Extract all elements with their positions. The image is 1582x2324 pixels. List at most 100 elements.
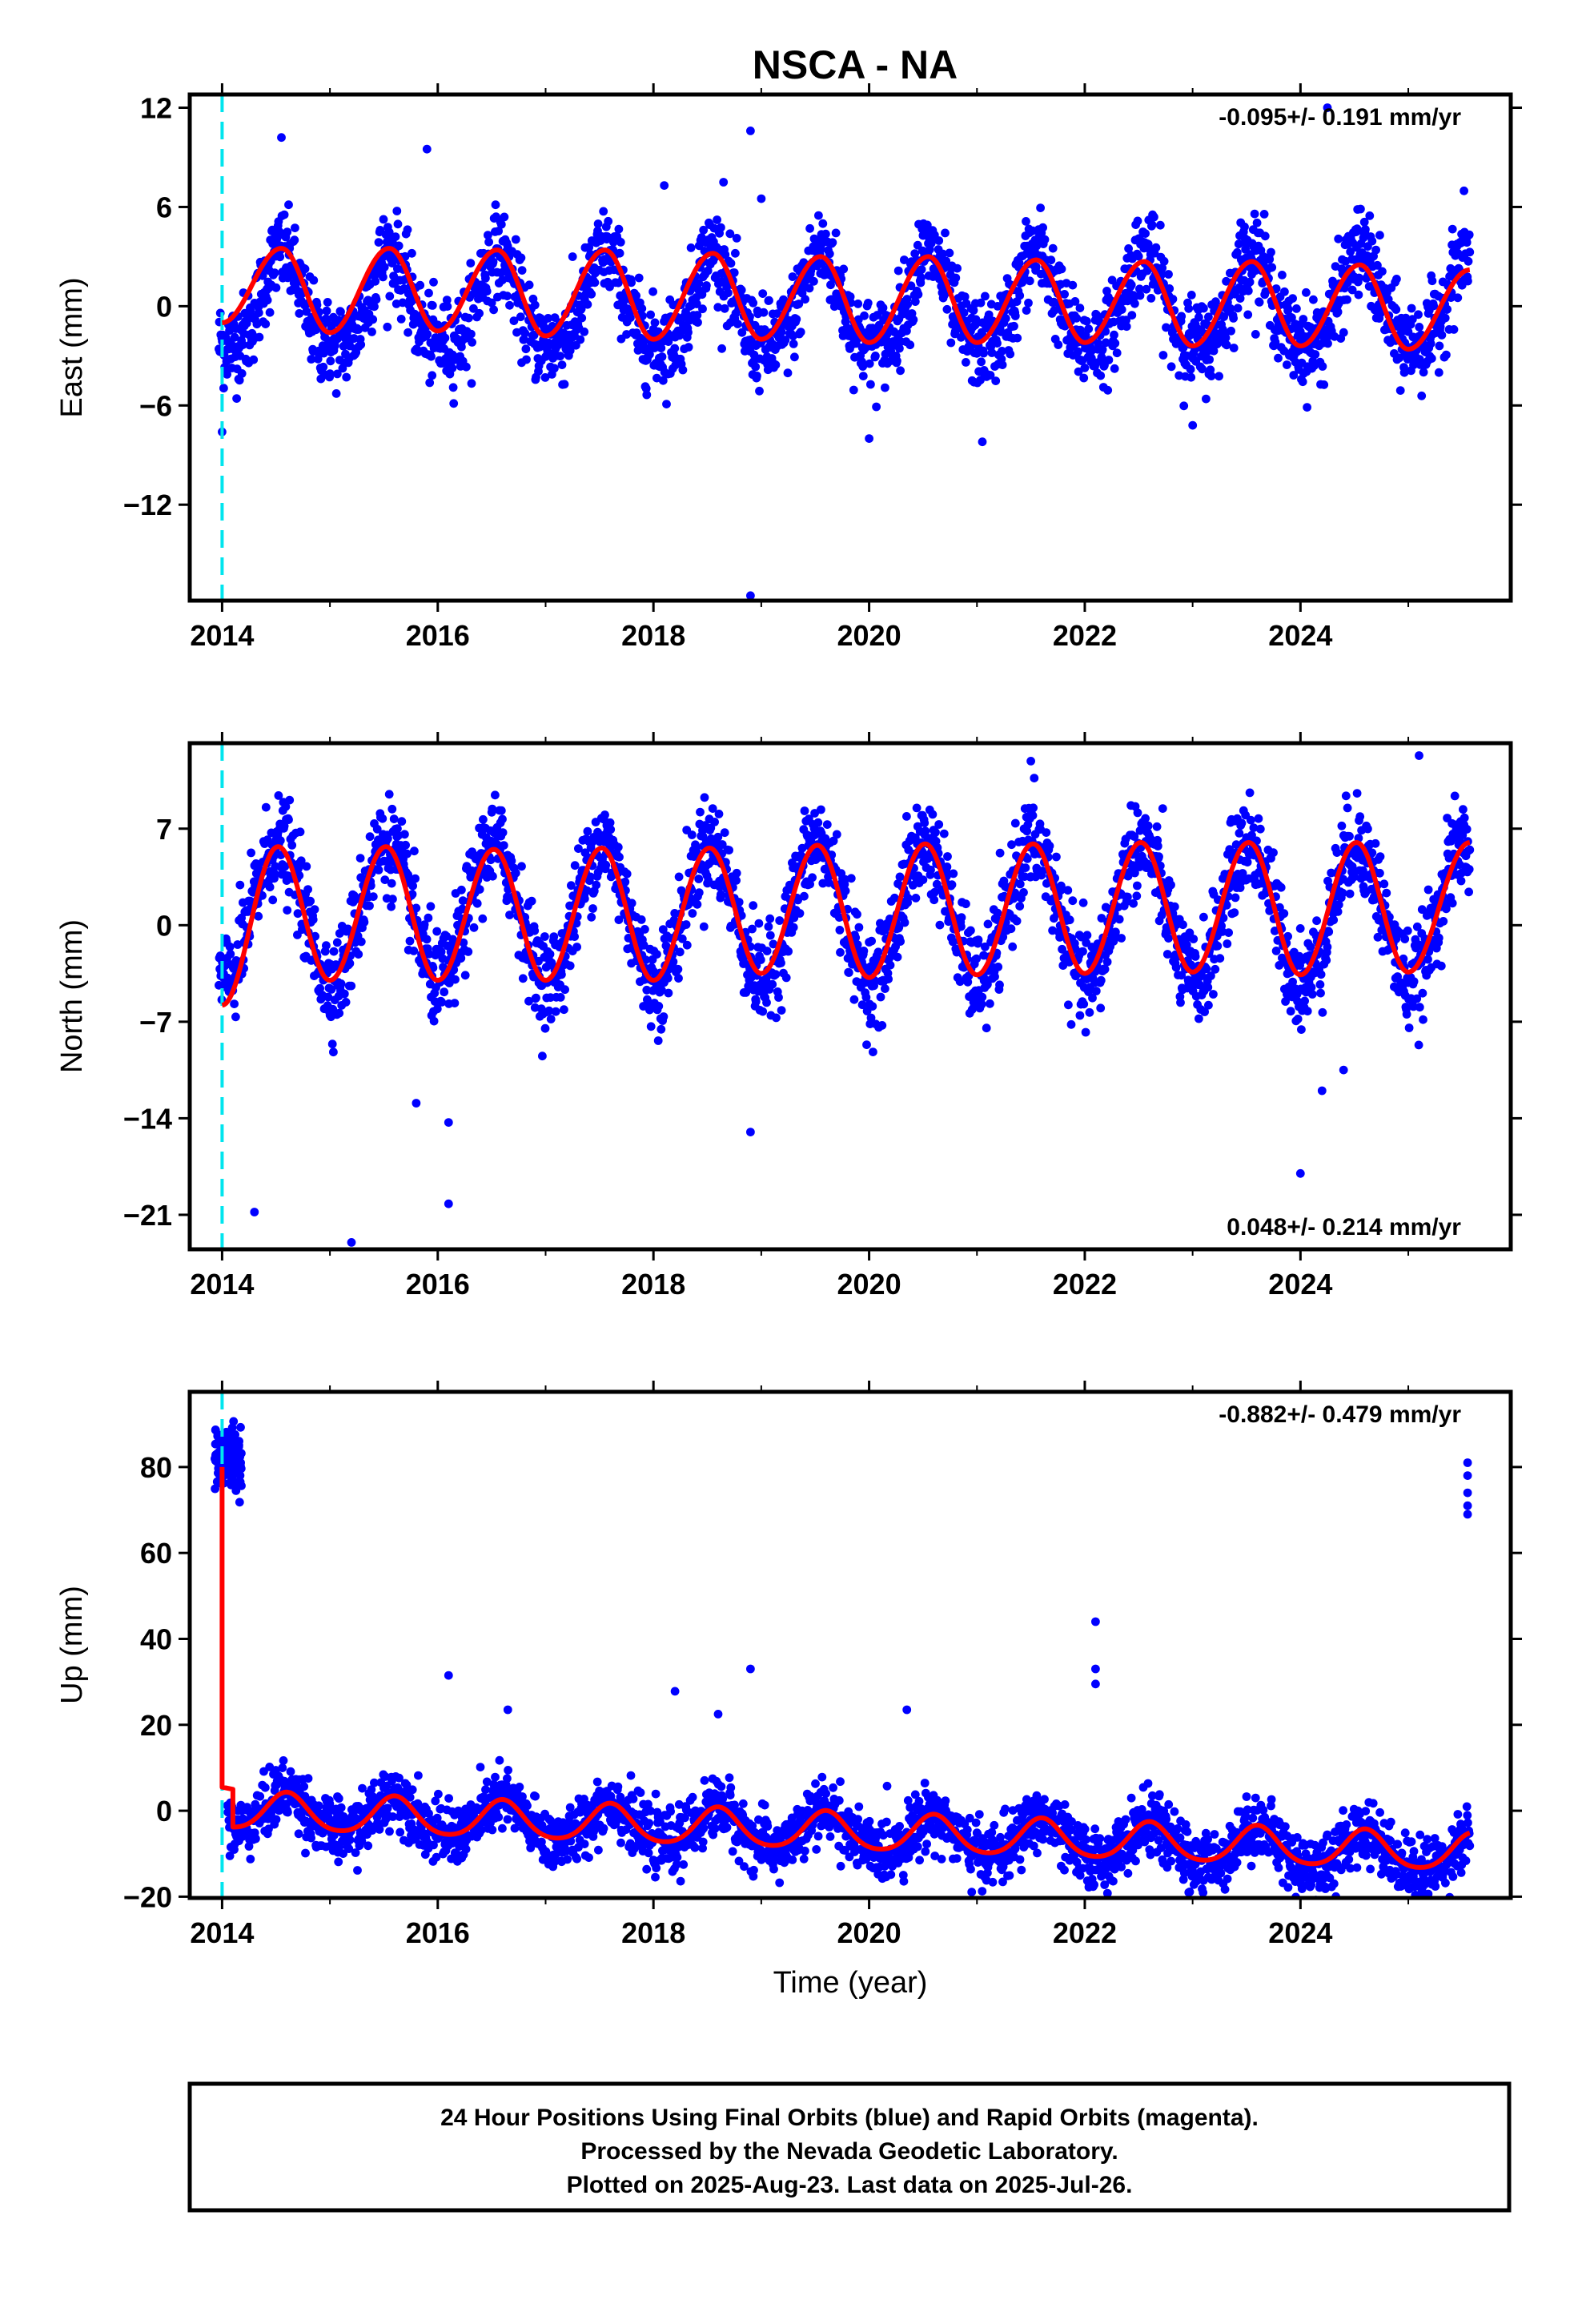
data-point xyxy=(1088,993,1097,1003)
data-point xyxy=(606,825,616,834)
data-point xyxy=(303,885,312,894)
data-point xyxy=(265,308,275,317)
data-point xyxy=(788,272,797,281)
data-point xyxy=(1302,287,1311,297)
data-point xyxy=(998,360,1007,369)
data-point xyxy=(1141,229,1150,238)
data-point xyxy=(517,862,526,871)
data-point xyxy=(831,228,841,238)
data-point xyxy=(1066,1019,1076,1029)
data-point xyxy=(1240,222,1249,231)
data-point xyxy=(1199,912,1208,922)
data-point xyxy=(385,292,395,301)
data-point xyxy=(694,279,704,287)
data-point xyxy=(693,311,702,320)
data-point xyxy=(615,852,624,862)
data-point xyxy=(459,938,468,947)
data-point xyxy=(986,999,994,1008)
data-point xyxy=(235,880,245,890)
data-point xyxy=(409,947,419,955)
data-point xyxy=(1303,403,1311,412)
data-point xyxy=(762,947,772,955)
data-point xyxy=(849,385,858,395)
data-point xyxy=(411,874,420,883)
data-point xyxy=(1211,297,1220,307)
data-point xyxy=(741,988,751,997)
data-point xyxy=(926,865,935,875)
data-point xyxy=(1096,371,1106,380)
data-point xyxy=(341,998,351,1007)
data-point xyxy=(748,924,757,934)
data-point xyxy=(1080,364,1090,372)
data-point xyxy=(448,364,457,373)
data-point xyxy=(1231,893,1240,903)
data-point xyxy=(1204,312,1213,322)
data-point xyxy=(518,974,528,983)
outlier-point xyxy=(1188,420,1198,430)
data-point xyxy=(717,840,727,849)
data-point xyxy=(658,376,668,385)
data-point xyxy=(498,828,508,837)
data-point xyxy=(1001,314,1010,323)
data-point xyxy=(720,828,729,838)
data-point xyxy=(674,974,683,983)
data-point xyxy=(604,216,613,226)
data-point xyxy=(693,899,702,909)
data-point xyxy=(987,348,997,357)
data-point xyxy=(1126,280,1136,290)
data-point xyxy=(1158,351,1168,360)
data-point xyxy=(478,914,488,923)
data-point xyxy=(836,947,845,957)
data-point xyxy=(577,313,587,323)
data-point xyxy=(226,949,235,959)
data-point xyxy=(1150,212,1158,222)
x-tick-label: 2014 xyxy=(190,619,254,652)
data-point xyxy=(1094,339,1103,348)
data-point xyxy=(753,372,761,380)
data-point xyxy=(1013,333,1022,343)
data-point xyxy=(1164,270,1173,279)
data-point xyxy=(1074,347,1082,356)
data-point xyxy=(1347,285,1357,295)
data-point xyxy=(370,302,379,312)
data-point xyxy=(984,310,994,320)
data-point xyxy=(551,1007,560,1016)
data-point xyxy=(1252,218,1262,227)
data-point xyxy=(1274,353,1283,363)
data-point xyxy=(1186,291,1196,300)
data-point xyxy=(972,319,981,328)
data-point xyxy=(1307,990,1317,999)
data-point xyxy=(466,259,476,267)
data-point xyxy=(1195,312,1203,322)
data-point xyxy=(1038,866,1047,875)
data-point xyxy=(1435,341,1444,351)
data-point xyxy=(520,328,530,338)
data-point xyxy=(1279,909,1289,919)
data-point xyxy=(327,985,336,994)
data-point xyxy=(223,370,231,379)
data-point xyxy=(1323,339,1332,348)
data-point xyxy=(560,985,569,995)
data-point xyxy=(893,952,902,962)
data-point xyxy=(923,854,933,863)
data-point xyxy=(825,249,834,259)
data-point xyxy=(387,902,396,911)
data-point xyxy=(1229,314,1238,323)
data-point xyxy=(1365,211,1375,220)
data-point xyxy=(613,842,623,852)
data-point xyxy=(1075,304,1085,312)
data-point xyxy=(962,358,970,367)
data-point xyxy=(1276,883,1286,892)
data-point xyxy=(1215,954,1225,963)
data-point xyxy=(1238,869,1247,878)
data-point xyxy=(1280,287,1289,296)
data-point xyxy=(1207,372,1216,380)
data-point xyxy=(1082,931,1092,940)
data-point xyxy=(443,302,452,311)
data-point xyxy=(657,352,667,361)
data-point xyxy=(401,840,410,850)
data-point xyxy=(818,219,828,228)
data-point xyxy=(342,372,351,382)
data-point xyxy=(1224,928,1233,937)
data-point xyxy=(327,1039,337,1049)
